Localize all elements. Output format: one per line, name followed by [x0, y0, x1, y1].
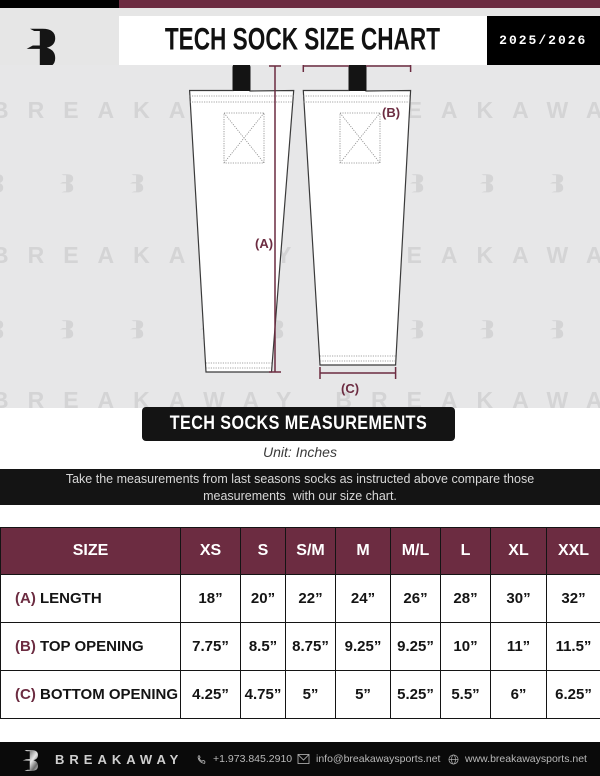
svg-text:(B): (B): [382, 105, 400, 120]
svg-text:(A): (A): [255, 236, 273, 251]
svg-text:(C): (C): [341, 381, 359, 396]
